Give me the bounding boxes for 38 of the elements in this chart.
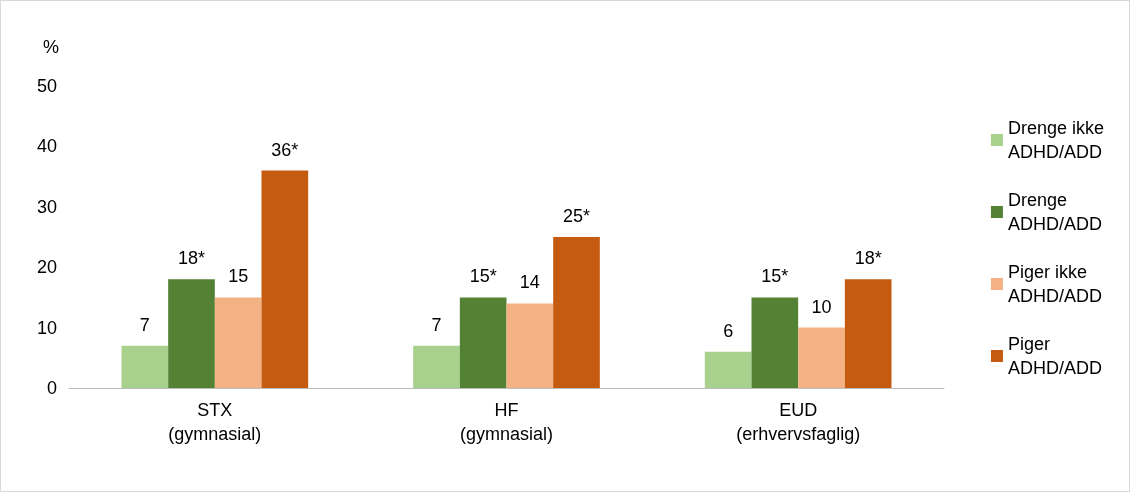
data-label: 18*: [177, 248, 206, 269]
legend-label: Drenge ikke ADHD/ADD: [1007, 118, 1104, 162]
y-axis-title: %: [42, 37, 59, 57]
bar: [751, 297, 799, 388]
bar: [261, 170, 309, 388]
y-tick-label: 20: [36, 257, 57, 278]
bar: [121, 345, 169, 388]
data-label: 10: [811, 296, 832, 317]
x-tick-label: EUD (erhvervsfaglig): [736, 400, 861, 444]
legend-label: Piger ADHD/ADD: [1007, 334, 1102, 378]
data-label: 7: [431, 314, 442, 335]
y-tick-label: 30: [36, 196, 57, 217]
bar: [214, 297, 262, 388]
bar: [798, 327, 845, 388]
data-label: 15: [228, 266, 249, 287]
bar: [506, 303, 554, 388]
data-label: 25*: [562, 206, 591, 226]
y-tick-label: 0: [46, 378, 57, 398]
bar: [553, 237, 600, 388]
bar: [413, 345, 460, 388]
bar: [459, 297, 507, 388]
bar: [844, 279, 892, 388]
y-tick-label: 40: [36, 136, 57, 157]
legend-label: Piger ikke ADHD/ADD: [1007, 262, 1102, 306]
data-label: 14: [519, 272, 540, 293]
legend-label: Drenge ADHD/ADD: [1007, 190, 1102, 234]
data-label: 36*: [271, 139, 299, 160]
x-tick-label: STX (gymnasial): [168, 400, 262, 444]
bar: [168, 279, 215, 388]
x-tick-label: HF (gymnasial): [459, 400, 554, 444]
data-label: 18*: [854, 248, 882, 269]
data-label: 7: [139, 314, 150, 335]
data-label: 15*: [469, 266, 497, 287]
y-tick-label: 10: [36, 317, 57, 338]
y-tick-label: 50: [36, 76, 57, 96]
data-label: 6: [723, 320, 734, 341]
data-label: 15*: [761, 266, 789, 287]
bar: [704, 351, 752, 388]
